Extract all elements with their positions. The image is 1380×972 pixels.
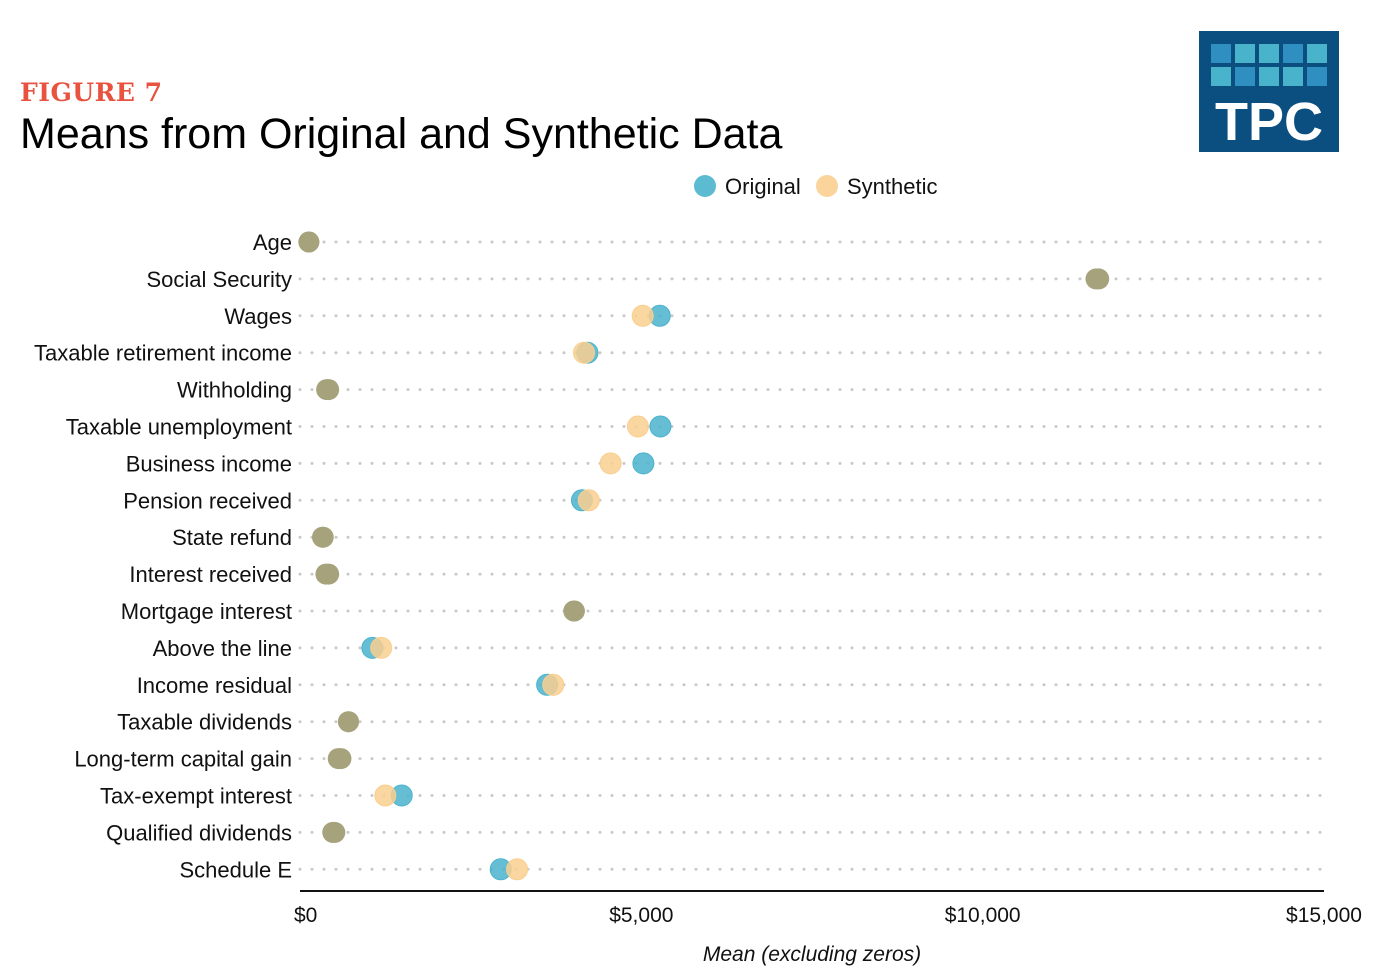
row-label-tax-exempt-interest: Tax-exempt interest [100, 784, 292, 809]
point-synthetic-social-security [1088, 268, 1110, 290]
x-tick-label: $10,000 [945, 904, 1021, 927]
row-label-pension-received: Pension received [123, 488, 292, 513]
point-synthetic-taxable-retirement-income [572, 341, 595, 364]
point-synthetic-interest-received [315, 563, 337, 585]
point-synthetic-income-residual [542, 673, 565, 696]
point-original-taxable-unemployment [649, 415, 672, 438]
row-label-schedule-e: Schedule E [179, 857, 292, 882]
point-original-business-income [632, 452, 655, 475]
x-tick-label: $5,000 [609, 904, 673, 927]
tpc-logo: TPC [1199, 31, 1339, 152]
point-synthetic-mortgage-interest [563, 600, 585, 622]
row-label-age: Age [253, 230, 292, 255]
point-synthetic-state-refund [312, 526, 334, 548]
logo-square [1283, 67, 1303, 86]
logo-square [1283, 44, 1303, 63]
row-label-taxable-retirement-income: Taxable retirement income [34, 341, 292, 366]
logo-square [1235, 44, 1255, 63]
logo-square [1307, 67, 1327, 86]
logo-square [1259, 67, 1279, 86]
row-label-state-refund: State refund [172, 525, 292, 550]
point-synthetic-withholding [316, 379, 338, 401]
legend-label-synthetic: Synthetic [847, 174, 938, 199]
point-synthetic-long-term-capital-gain [327, 748, 349, 770]
row-label-qualified-dividends: Qualified dividends [106, 820, 292, 845]
point-synthetic-wages [631, 304, 654, 327]
row-label-income-residual: Income residual [137, 673, 292, 698]
row-label-taxable-unemployment: Taxable unemployment [66, 415, 292, 440]
figure-label: FIGURE 7 [20, 78, 163, 107]
legend-swatch-synthetic [816, 175, 838, 197]
legend-swatch-original [694, 175, 716, 197]
legend-label-original: Original [725, 174, 801, 199]
point-synthetic-taxable-unemployment [626, 415, 649, 438]
row-label-wages: Wages [224, 304, 292, 329]
x-tick-label: $15,000 [1286, 904, 1362, 927]
logo-square [1307, 44, 1327, 63]
tpc-logo-graphic: TPC [1211, 44, 1327, 152]
tpc-logo-text: TPC [1215, 92, 1323, 152]
logo-square [1235, 67, 1255, 86]
x-axis-title: Mean (excluding zeros) [703, 943, 921, 966]
row-label-social-security: Social Security [146, 267, 292, 292]
chart-title: Means from Original and Synthetic Data [20, 110, 783, 158]
x-tick-label: $0 [294, 904, 317, 927]
row-label-taxable-dividends: Taxable dividends [117, 710, 292, 735]
point-synthetic-schedule-e [506, 858, 529, 881]
point-synthetic-above-the-line [370, 636, 393, 659]
row-label-interest-received: Interest received [129, 562, 292, 587]
row-label-above-the-line: Above the line [153, 636, 292, 661]
logo-square [1211, 44, 1231, 63]
logo-square [1259, 44, 1279, 63]
logo-square [1211, 67, 1231, 86]
point-synthetic-age [298, 231, 320, 253]
row-label-mortgage-interest: Mortgage interest [121, 599, 292, 624]
point-synthetic-qualified-dividends [324, 821, 346, 843]
point-synthetic-pension-received [577, 489, 600, 512]
point-synthetic-taxable-dividends [337, 711, 359, 733]
row-label-withholding: Withholding [177, 378, 292, 403]
row-label-business-income: Business income [126, 451, 292, 476]
point-synthetic-business-income [599, 452, 622, 475]
row-label-long-term-capital-gain: Long-term capital gain [74, 747, 292, 772]
point-synthetic-tax-exempt-interest [374, 784, 397, 807]
